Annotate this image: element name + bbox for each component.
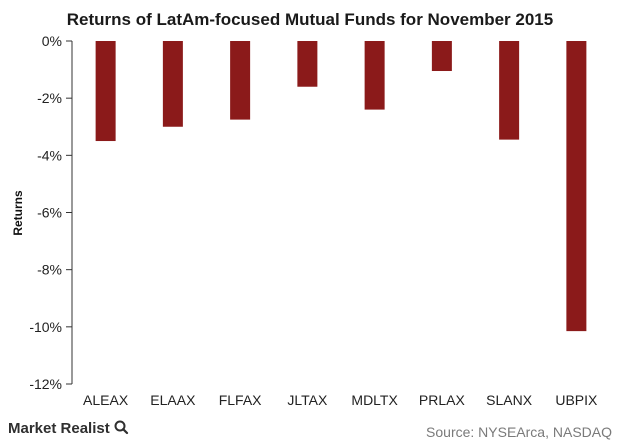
x-tick-label: PRLAX — [419, 392, 466, 408]
x-tick-label: MDLTX — [351, 392, 398, 408]
y-axis-label: Returns — [11, 190, 25, 236]
brand-logo: Market Realist — [8, 420, 129, 437]
bar-mdltx — [364, 41, 385, 110]
magnifier-icon — [114, 420, 129, 435]
x-tick-label: SLANX — [486, 392, 533, 408]
x-tick-label: JLTAX — [287, 392, 328, 408]
x-tick-label: UBPIX — [555, 392, 598, 408]
x-tick-label: FLFAX — [219, 392, 262, 408]
bar-jltax — [297, 41, 318, 87]
y-tick-label: -8% — [37, 262, 62, 278]
plot-area: 0% -2% -4% -6% -8% -10% -12% ALEAX ELAAX FLFAX JLT… — [29, 33, 598, 408]
y-tick-label: -10% — [29, 319, 62, 335]
y-tick-label: 0% — [42, 33, 62, 49]
bar-slanx — [499, 41, 520, 140]
y-tick-label: -6% — [37, 205, 62, 221]
y-tick-label: -2% — [37, 90, 62, 106]
source-note: Source: NYSEArca, NASDAQ — [426, 424, 612, 440]
brand-name: Market Realist — [8, 420, 110, 437]
y-tick-label: -12% — [29, 376, 62, 392]
x-tick-label: ALEAX — [83, 392, 129, 408]
x-tick-label: ELAAX — [150, 392, 196, 408]
y-tick-label: -4% — [37, 147, 62, 163]
bar-aleax — [95, 41, 116, 142]
bar-elaax — [162, 41, 183, 127]
bar-prlax — [431, 41, 452, 72]
bar-flfax — [230, 41, 251, 120]
bar-ubpix — [566, 41, 587, 332]
chart-title: Returns of LatAm-focused Mutual Funds fo… — [67, 10, 553, 29]
